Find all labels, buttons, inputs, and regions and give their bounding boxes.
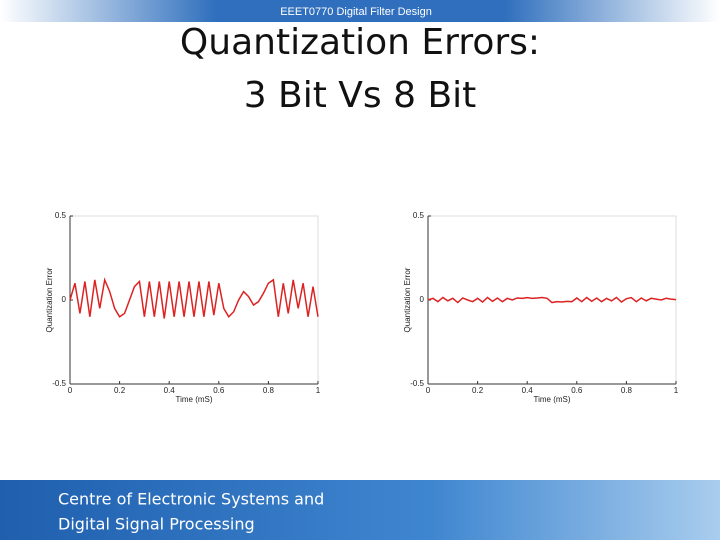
y-tick-label: 0 [62,295,67,304]
y-axis-label: Quantization Error [45,267,54,332]
y-tick-label: 0.5 [55,211,67,220]
x-tick-label: 0.4 [522,386,534,395]
x-axis-label: Time (mS) [533,395,570,404]
x-tick-label: 0 [426,386,431,395]
error-line [427,296,677,304]
x-tick-label: 0 [68,386,73,395]
y-tick-label: 0.5 [413,211,425,220]
error-line [69,277,319,319]
x-tick-label: 0.6 [213,386,225,395]
x-tick-label: 0.2 [472,386,484,395]
header-bar [0,0,720,22]
footer-bar [0,480,720,540]
x-axis-label: Time (mS) [175,395,212,404]
y-tick-label: 0 [420,295,425,304]
x-tick-label: 1 [316,386,321,395]
title: Quantization Errors: [180,22,540,63]
y-tick-label: -0.5 [410,379,424,388]
x-tick-label: 0.8 [263,386,275,395]
x-tick-label: 0.4 [164,386,176,395]
x-tick-label: 0.2 [114,386,126,395]
footer: Digital Signal Processing [58,515,255,534]
header: EEET0770 Digital Filter Design [280,6,432,18]
y-tick-label: -0.5 [52,379,66,388]
x-tick-label: 0.8 [621,386,633,395]
x-tick-label: 0.6 [571,386,583,395]
x-tick-label: 1 [674,386,679,395]
title: 3 Bit Vs 8 Bit [244,75,477,116]
footer: Centre of Electronic Systems and [58,490,324,509]
y-axis-label: Quantization Error [403,267,412,332]
